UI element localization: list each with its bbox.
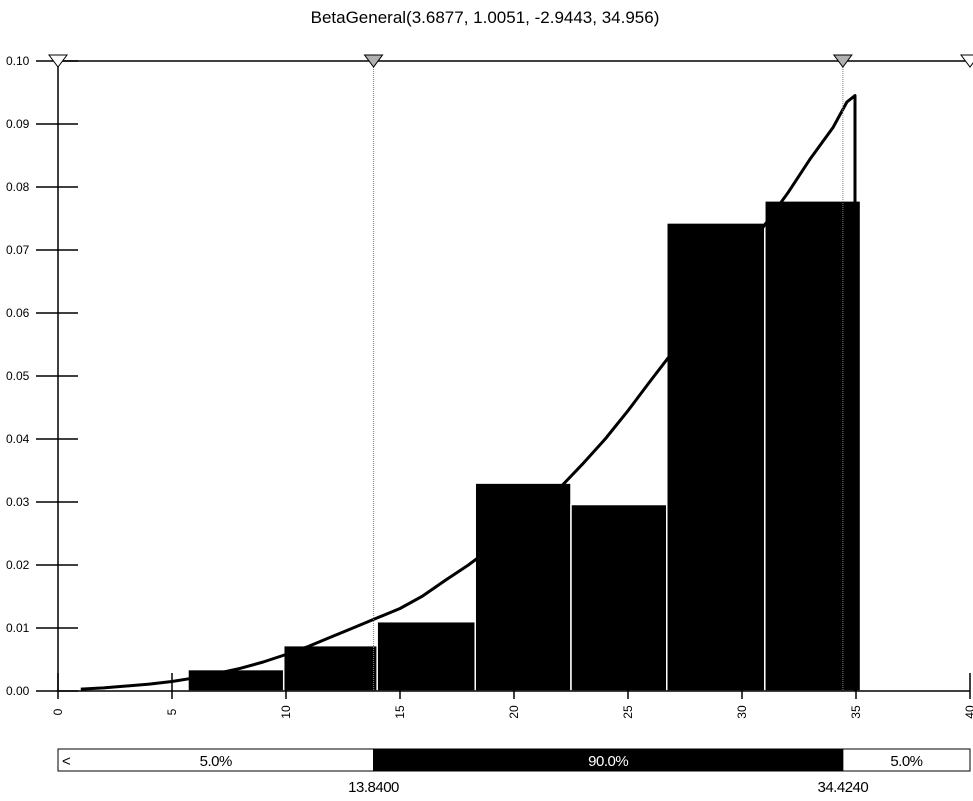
x-tick-label-7: 35 xyxy=(849,705,863,719)
x-tick-label-4: 20 xyxy=(507,705,521,719)
plot-area: 0.00 0.01 0.02 0.03 0.04 0.05 0.06 0.07 0.08 0.09… xyxy=(6,54,973,796)
histogram-bar-4 xyxy=(474,482,572,692)
x-tick-label-1: 5 xyxy=(165,708,179,715)
y-tick-label-4: 0.04 xyxy=(6,432,30,446)
y-tick-label-1: 0.01 xyxy=(6,621,30,635)
y-tick-label-6: 0.06 xyxy=(6,306,30,320)
delimiter-value-label-2: 34.4240 xyxy=(818,779,869,796)
y-tick-label-2: 0.02 xyxy=(6,558,30,572)
x-tick-label-6: 30 xyxy=(735,705,749,719)
x-tick-label-8: 40 xyxy=(963,705,973,719)
histogram-bar-1 xyxy=(187,668,285,692)
y-tick-label-10: 0.10 xyxy=(6,54,30,68)
chart-title: BetaGeneral(3.6877, 1.0051, -2.9443, 34.… xyxy=(311,8,660,27)
x-tick-label-5: 25 xyxy=(621,705,635,719)
delimiter-marker-3 xyxy=(832,54,853,68)
y-tick-label-5: 0.05 xyxy=(6,369,30,383)
x-tick-label-3: 15 xyxy=(393,705,407,719)
delimiter-value-label-1: 13.8400 xyxy=(348,779,399,796)
y-tick-label-3: 0.03 xyxy=(6,495,30,509)
x-tick-label-2: 10 xyxy=(279,705,293,719)
y-tick-label-0: 0.00 xyxy=(6,684,30,698)
probability-segment-3 xyxy=(842,748,971,772)
x-tick-label-0: 0 xyxy=(51,708,65,715)
delimiter-marker-1 xyxy=(48,54,68,68)
delimiter-marker-4 xyxy=(960,54,973,68)
y-tick-label-7: 0.07 xyxy=(6,243,30,257)
density-curve xyxy=(80,94,857,691)
probability-segment-label-2: 90.0% xyxy=(588,753,628,770)
probability-segment-label-3: 5.0% xyxy=(890,753,922,770)
probability-bar-left-arrow: < xyxy=(62,753,71,770)
y-tick-label-9: 0.09 xyxy=(6,117,30,131)
histogram-bar-7 xyxy=(764,200,862,692)
histogram-bar-5 xyxy=(570,503,668,692)
histogram-bar-6 xyxy=(666,222,766,692)
histogram-bar-2 xyxy=(282,644,378,692)
histogram-bar-3 xyxy=(376,620,476,692)
y-tick-label-8: 0.08 xyxy=(6,180,30,194)
delimiter-marker-2 xyxy=(363,54,384,68)
probability-segment-label-1: 5.0% xyxy=(200,753,232,770)
